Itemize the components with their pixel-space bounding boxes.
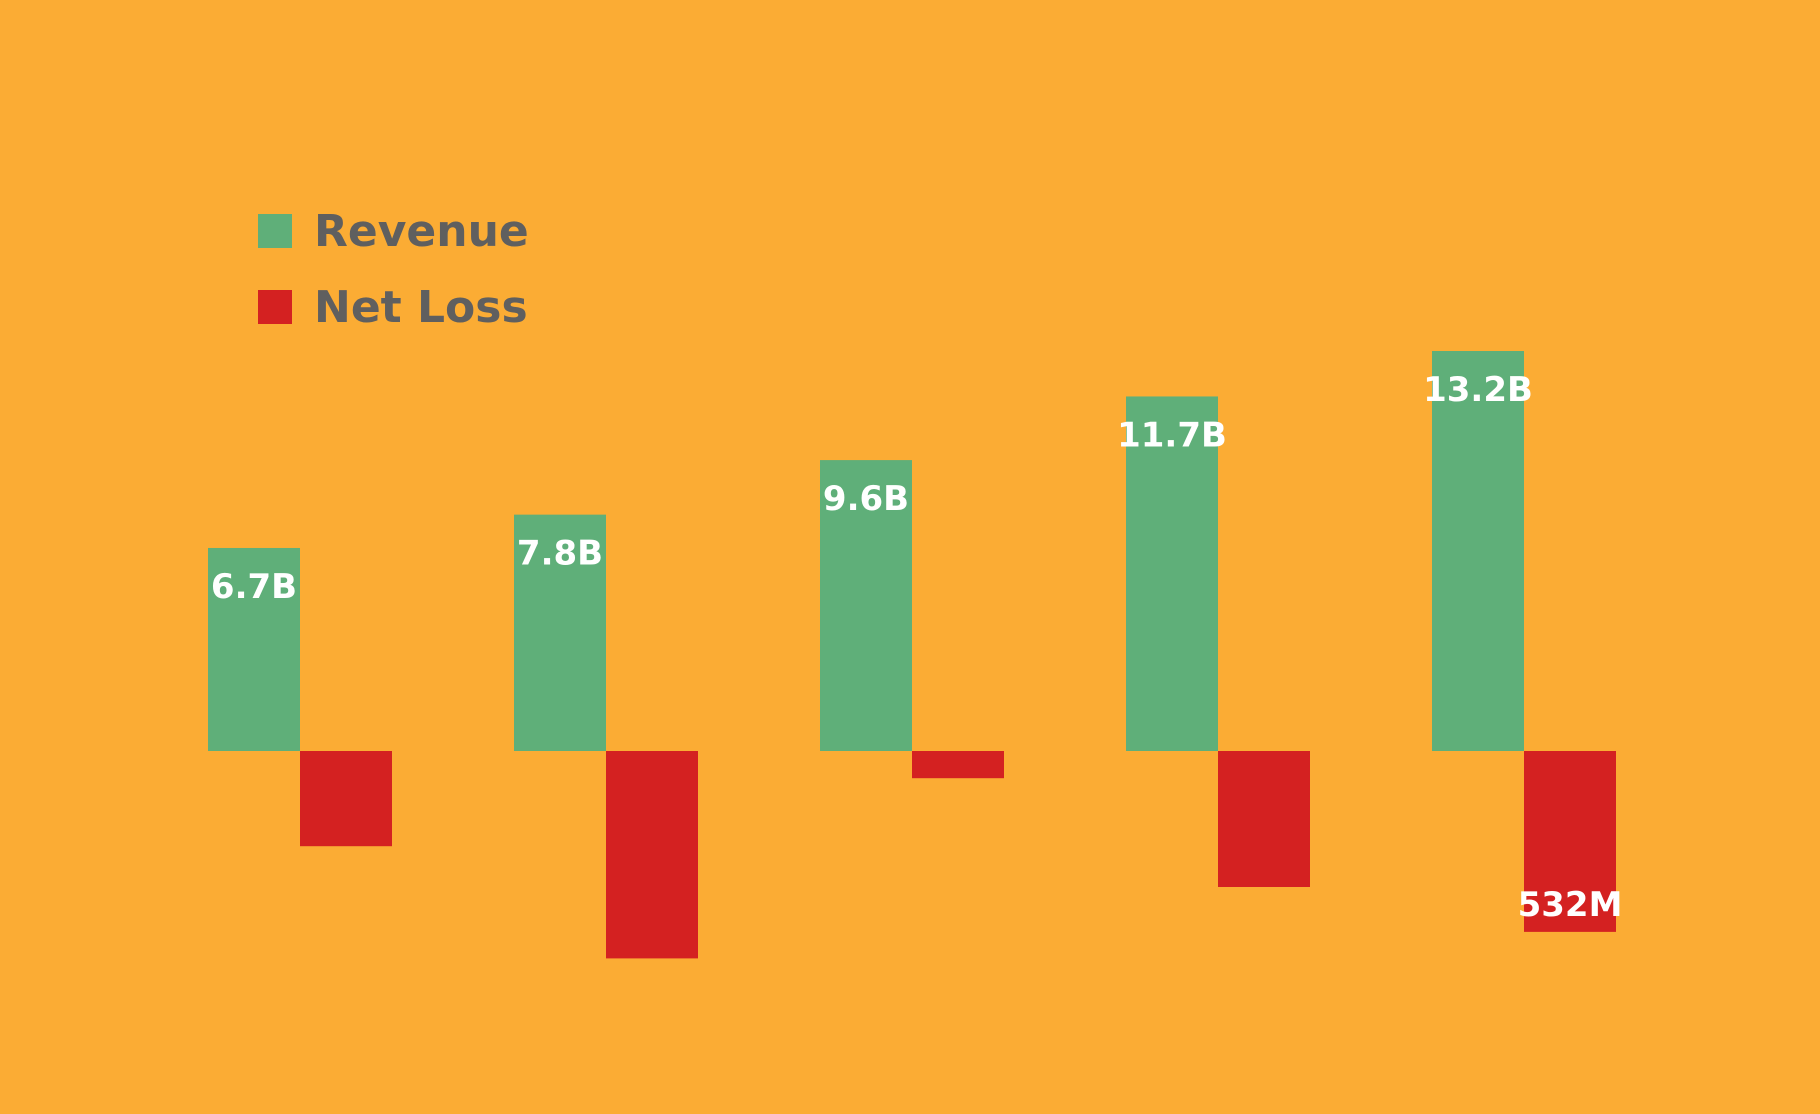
- revenue-bar: [1126, 396, 1218, 751]
- legend-swatch-net-loss: [258, 290, 292, 324]
- revenue-bar: [820, 460, 912, 751]
- net-loss-bar: [912, 751, 1004, 779]
- net-loss-bar: [606, 751, 698, 959]
- net-loss-bar: [1218, 751, 1310, 887]
- revenue-bar-label: 7.8B: [517, 534, 603, 574]
- legend-label-revenue: Revenue: [314, 206, 529, 257]
- revenue-bar-label: 11.7B: [1117, 415, 1227, 455]
- revenue-bar: [208, 547, 300, 751]
- legend-label-net-loss: Net Loss: [314, 282, 528, 333]
- revenue-bar: [514, 514, 606, 751]
- revenue-bar-label: 9.6B: [823, 479, 909, 519]
- legend-swatch-revenue: [258, 214, 292, 248]
- net-loss-bar: [300, 751, 392, 847]
- bar-labels-group: 6.7B 7.8B 9.6B 11.7B 13.2B 532M: [211, 370, 1622, 925]
- net-loss-bar: [1524, 751, 1616, 932]
- legend: Revenue Net Loss: [258, 206, 529, 333]
- net-loss-bar-label: 532M: [1518, 885, 1623, 925]
- revenue-bar: [1432, 351, 1524, 751]
- revenue-bar-label: 6.7B: [211, 567, 297, 607]
- bars-group: [208, 351, 1616, 959]
- revenue-bar-label: 13.2B: [1423, 370, 1533, 410]
